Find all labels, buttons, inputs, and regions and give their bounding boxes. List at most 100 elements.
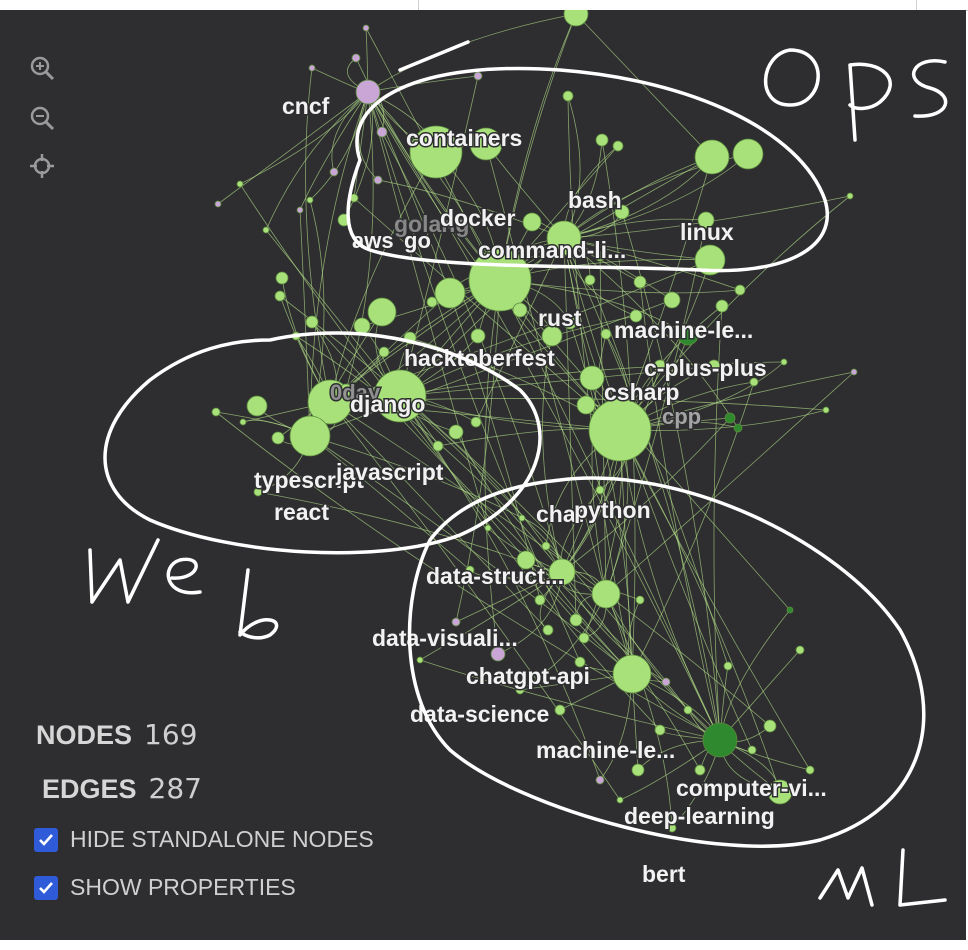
graph-node[interactable] <box>274 290 286 302</box>
graph-node[interactable] <box>541 325 563 347</box>
graph-node[interactable] <box>306 196 314 204</box>
graph-node[interactable] <box>518 514 526 522</box>
graph-node[interactable] <box>786 606 794 614</box>
graph-node[interactable] <box>747 745 757 755</box>
graph-node[interactable] <box>362 24 370 32</box>
graph-node[interactable] <box>749 377 759 387</box>
graph-node[interactable] <box>373 175 383 185</box>
graph-node[interactable] <box>541 541 551 551</box>
graph-node[interactable] <box>542 624 554 636</box>
graph-node[interactable] <box>661 677 671 687</box>
graph-node[interactable] <box>612 140 624 152</box>
graph-node[interactable] <box>373 369 427 423</box>
graph-node[interactable] <box>339 383 353 397</box>
graph-node[interactable] <box>614 204 630 220</box>
graph-node[interactable] <box>653 359 667 373</box>
graph-node[interactable] <box>595 485 605 495</box>
graph-node[interactable] <box>534 594 546 606</box>
graph-node[interactable] <box>490 646 506 662</box>
graph-node[interactable] <box>432 440 444 452</box>
graph-node[interactable] <box>578 632 590 644</box>
graph-node[interactable] <box>562 314 578 330</box>
graph-node[interactable] <box>376 126 388 138</box>
graph-node[interactable] <box>351 53 361 63</box>
graph-node[interactable] <box>612 654 652 694</box>
zoom-in-icon[interactable] <box>28 54 56 82</box>
crosshair-icon[interactable] <box>28 152 56 180</box>
graph-node[interactable] <box>584 274 596 286</box>
show-properties-checkbox[interactable] <box>34 875 58 900</box>
graph-node[interactable] <box>308 64 316 72</box>
graph-node[interactable] <box>253 487 263 497</box>
graph-node[interactable] <box>677 324 699 346</box>
graph-node[interactable] <box>355 79 381 105</box>
graph-node[interactable] <box>723 661 733 671</box>
graph-node[interactable] <box>367 297 397 327</box>
graph-node[interactable] <box>214 200 222 208</box>
graph-node[interactable] <box>654 724 666 736</box>
graph-node[interactable] <box>600 328 612 340</box>
graph-node[interactable] <box>275 271 289 285</box>
graph-node[interactable] <box>554 704 566 716</box>
graph-node[interactable] <box>434 277 466 309</box>
graph-node[interactable] <box>707 359 721 373</box>
show-properties-option[interactable]: SHOW PROPERTIES <box>34 874 296 901</box>
graph-node[interactable] <box>805 765 815 775</box>
graph-node[interactable] <box>562 90 574 102</box>
graph-node[interactable] <box>246 395 268 417</box>
graph-node[interactable] <box>734 284 746 296</box>
graph-node[interactable] <box>633 275 647 289</box>
graph-node[interactable] <box>629 309 643 323</box>
graph-node[interactable] <box>595 133 609 147</box>
graph-canvas[interactable]: cncf containers bash golang docker aws go comma… <box>0 10 966 940</box>
graph-node[interactable] <box>262 226 270 234</box>
graph-nodes[interactable] <box>211 10 858 833</box>
graph-node[interactable] <box>702 722 738 758</box>
graph-node[interactable] <box>522 212 542 232</box>
graph-node[interactable] <box>576 395 596 415</box>
graph-node[interactable] <box>694 139 730 175</box>
graph-node[interactable] <box>574 656 586 668</box>
graph-node[interactable] <box>465 565 475 575</box>
graph-node[interactable] <box>239 418 247 426</box>
graph-node[interactable] <box>850 368 858 376</box>
graph-node[interactable] <box>512 302 528 318</box>
graph-node[interactable] <box>353 317 371 335</box>
graph-node[interactable] <box>546 220 582 256</box>
graph-node[interactable] <box>683 705 693 715</box>
graph-node[interactable] <box>616 796 624 804</box>
graph-node[interactable] <box>563 10 589 27</box>
graph-node[interactable] <box>516 550 536 570</box>
graph-node[interactable] <box>211 407 221 417</box>
graph-node[interactable] <box>694 244 726 276</box>
graph-node[interactable] <box>469 127 503 161</box>
graph-node[interactable] <box>329 167 339 177</box>
graph-node[interactable] <box>763 719 777 733</box>
graph-node[interactable] <box>579 365 605 391</box>
hide-standalone-checkbox[interactable] <box>34 827 58 852</box>
graph-node[interactable] <box>470 328 486 344</box>
graph-node[interactable] <box>733 423 743 433</box>
zoom-out-icon[interactable] <box>28 104 56 132</box>
graph-node[interactable] <box>426 296 438 308</box>
graph-node[interactable] <box>548 558 576 586</box>
graph-node[interactable] <box>289 415 331 457</box>
graph-node[interactable] <box>635 595 645 605</box>
hide-standalone-option[interactable]: HIDE STANDALONE NODES <box>34 826 374 853</box>
graph-node[interactable] <box>591 579 621 609</box>
graph-node[interactable] <box>667 823 677 833</box>
graph-node[interactable] <box>588 398 652 462</box>
graph-node[interactable] <box>732 138 764 170</box>
graph-node[interactable] <box>663 291 681 309</box>
graph-node[interactable] <box>595 775 605 785</box>
graph-node[interactable] <box>631 763 645 777</box>
graph-node[interactable] <box>569 613 583 627</box>
graph-node[interactable] <box>846 192 854 200</box>
graph-node[interactable] <box>694 764 706 776</box>
graph-node[interactable] <box>697 211 715 229</box>
graph-node[interactable] <box>305 315 319 329</box>
graph-node[interactable] <box>409 125 463 179</box>
graph-node[interactable] <box>724 412 736 424</box>
graph-node[interactable] <box>448 424 464 440</box>
